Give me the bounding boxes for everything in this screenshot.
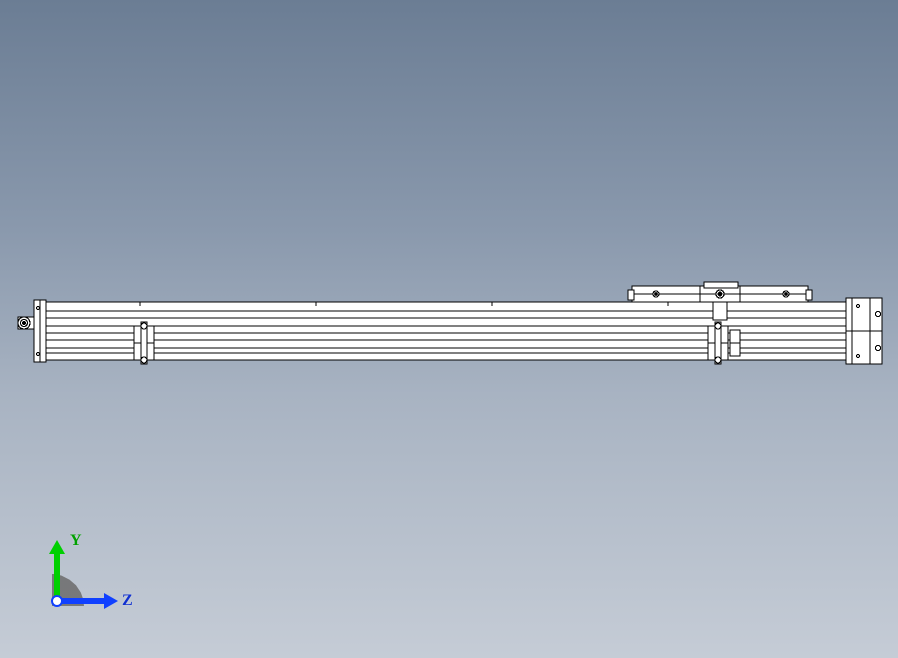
z-axis-arrow	[56, 598, 106, 604]
z-axis-label: Z	[122, 592, 133, 610]
sensor-bracket-left	[134, 322, 154, 364]
left-endcap	[18, 300, 46, 362]
y-axis-label: Y	[70, 532, 82, 550]
model-canvas[interactable]	[0, 0, 898, 658]
axis-triad[interactable]: Y Z	[30, 526, 120, 616]
triad-origin	[51, 595, 63, 607]
right-endcap	[846, 298, 882, 364]
cad-viewport[interactable]: Y Z	[0, 0, 898, 658]
